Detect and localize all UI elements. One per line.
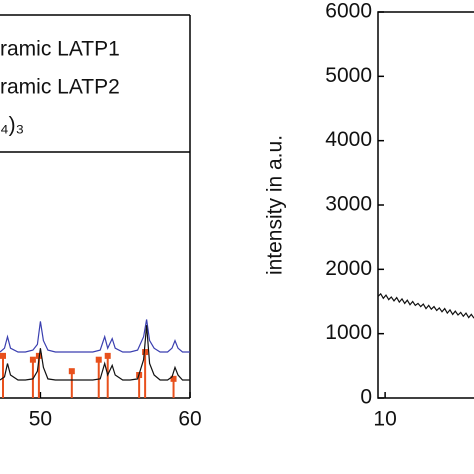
reference-marker <box>0 352 6 359</box>
x-tick-label: 10 <box>373 408 396 431</box>
y-tick-label: 3000 <box>325 193 372 216</box>
data-line <box>0 319 190 353</box>
y-tick-label: 4000 <box>325 128 372 151</box>
reference-marker <box>29 356 36 363</box>
x-tick-label: 60 <box>178 408 201 431</box>
frame <box>377 11 474 399</box>
y-tick-label: 1000 <box>325 321 372 344</box>
legend-label: ramic LATP2 <box>0 76 120 99</box>
legend-label: ramic LATP1 <box>0 38 120 61</box>
reference-marker <box>104 352 111 359</box>
y-axis-label: intensity in a.u. <box>264 135 287 275</box>
y-tick-label: 2000 <box>325 257 372 280</box>
data-line <box>377 292 474 319</box>
reference-marker <box>142 349 149 356</box>
legend-label: ₄)₃ <box>0 114 24 137</box>
y-tick-label: 6000 <box>325 0 372 23</box>
reference-marker <box>68 368 75 375</box>
x-tick-label: 50 <box>29 408 52 431</box>
reference-marker <box>170 375 177 382</box>
y-tick-label: 0 <box>360 386 372 409</box>
reference-marker <box>95 356 102 363</box>
data-line <box>0 325 190 381</box>
y-tick-label: 5000 <box>325 64 372 87</box>
